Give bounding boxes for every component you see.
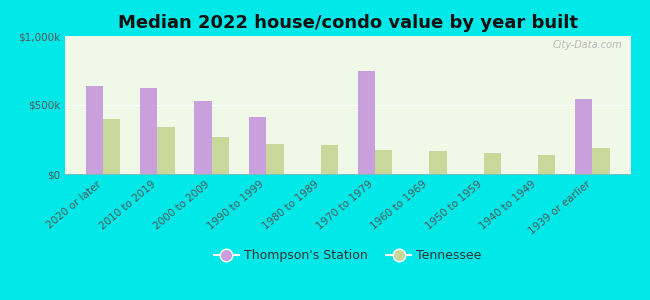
Bar	[194, 101, 212, 174]
Legend: Thompson's Station, Tennessee: Thompson's Station, Tennessee	[209, 244, 487, 267]
Bar	[592, 148, 610, 174]
Bar	[575, 100, 592, 174]
Text: City-Data.com: City-Data.com	[552, 40, 622, 50]
Bar	[157, 127, 175, 174]
Bar	[538, 155, 556, 174]
Bar	[358, 70, 375, 174]
Bar	[140, 88, 157, 174]
Bar	[375, 150, 393, 174]
Bar	[212, 137, 229, 174]
Bar	[429, 151, 447, 174]
Bar	[266, 144, 283, 174]
Title: Median 2022 house/condo value by year built: Median 2022 house/condo value by year bu…	[118, 14, 578, 32]
Bar	[320, 145, 338, 174]
Bar	[484, 153, 501, 174]
Bar	[249, 117, 266, 174]
Bar	[103, 119, 120, 174]
Bar	[86, 86, 103, 174]
